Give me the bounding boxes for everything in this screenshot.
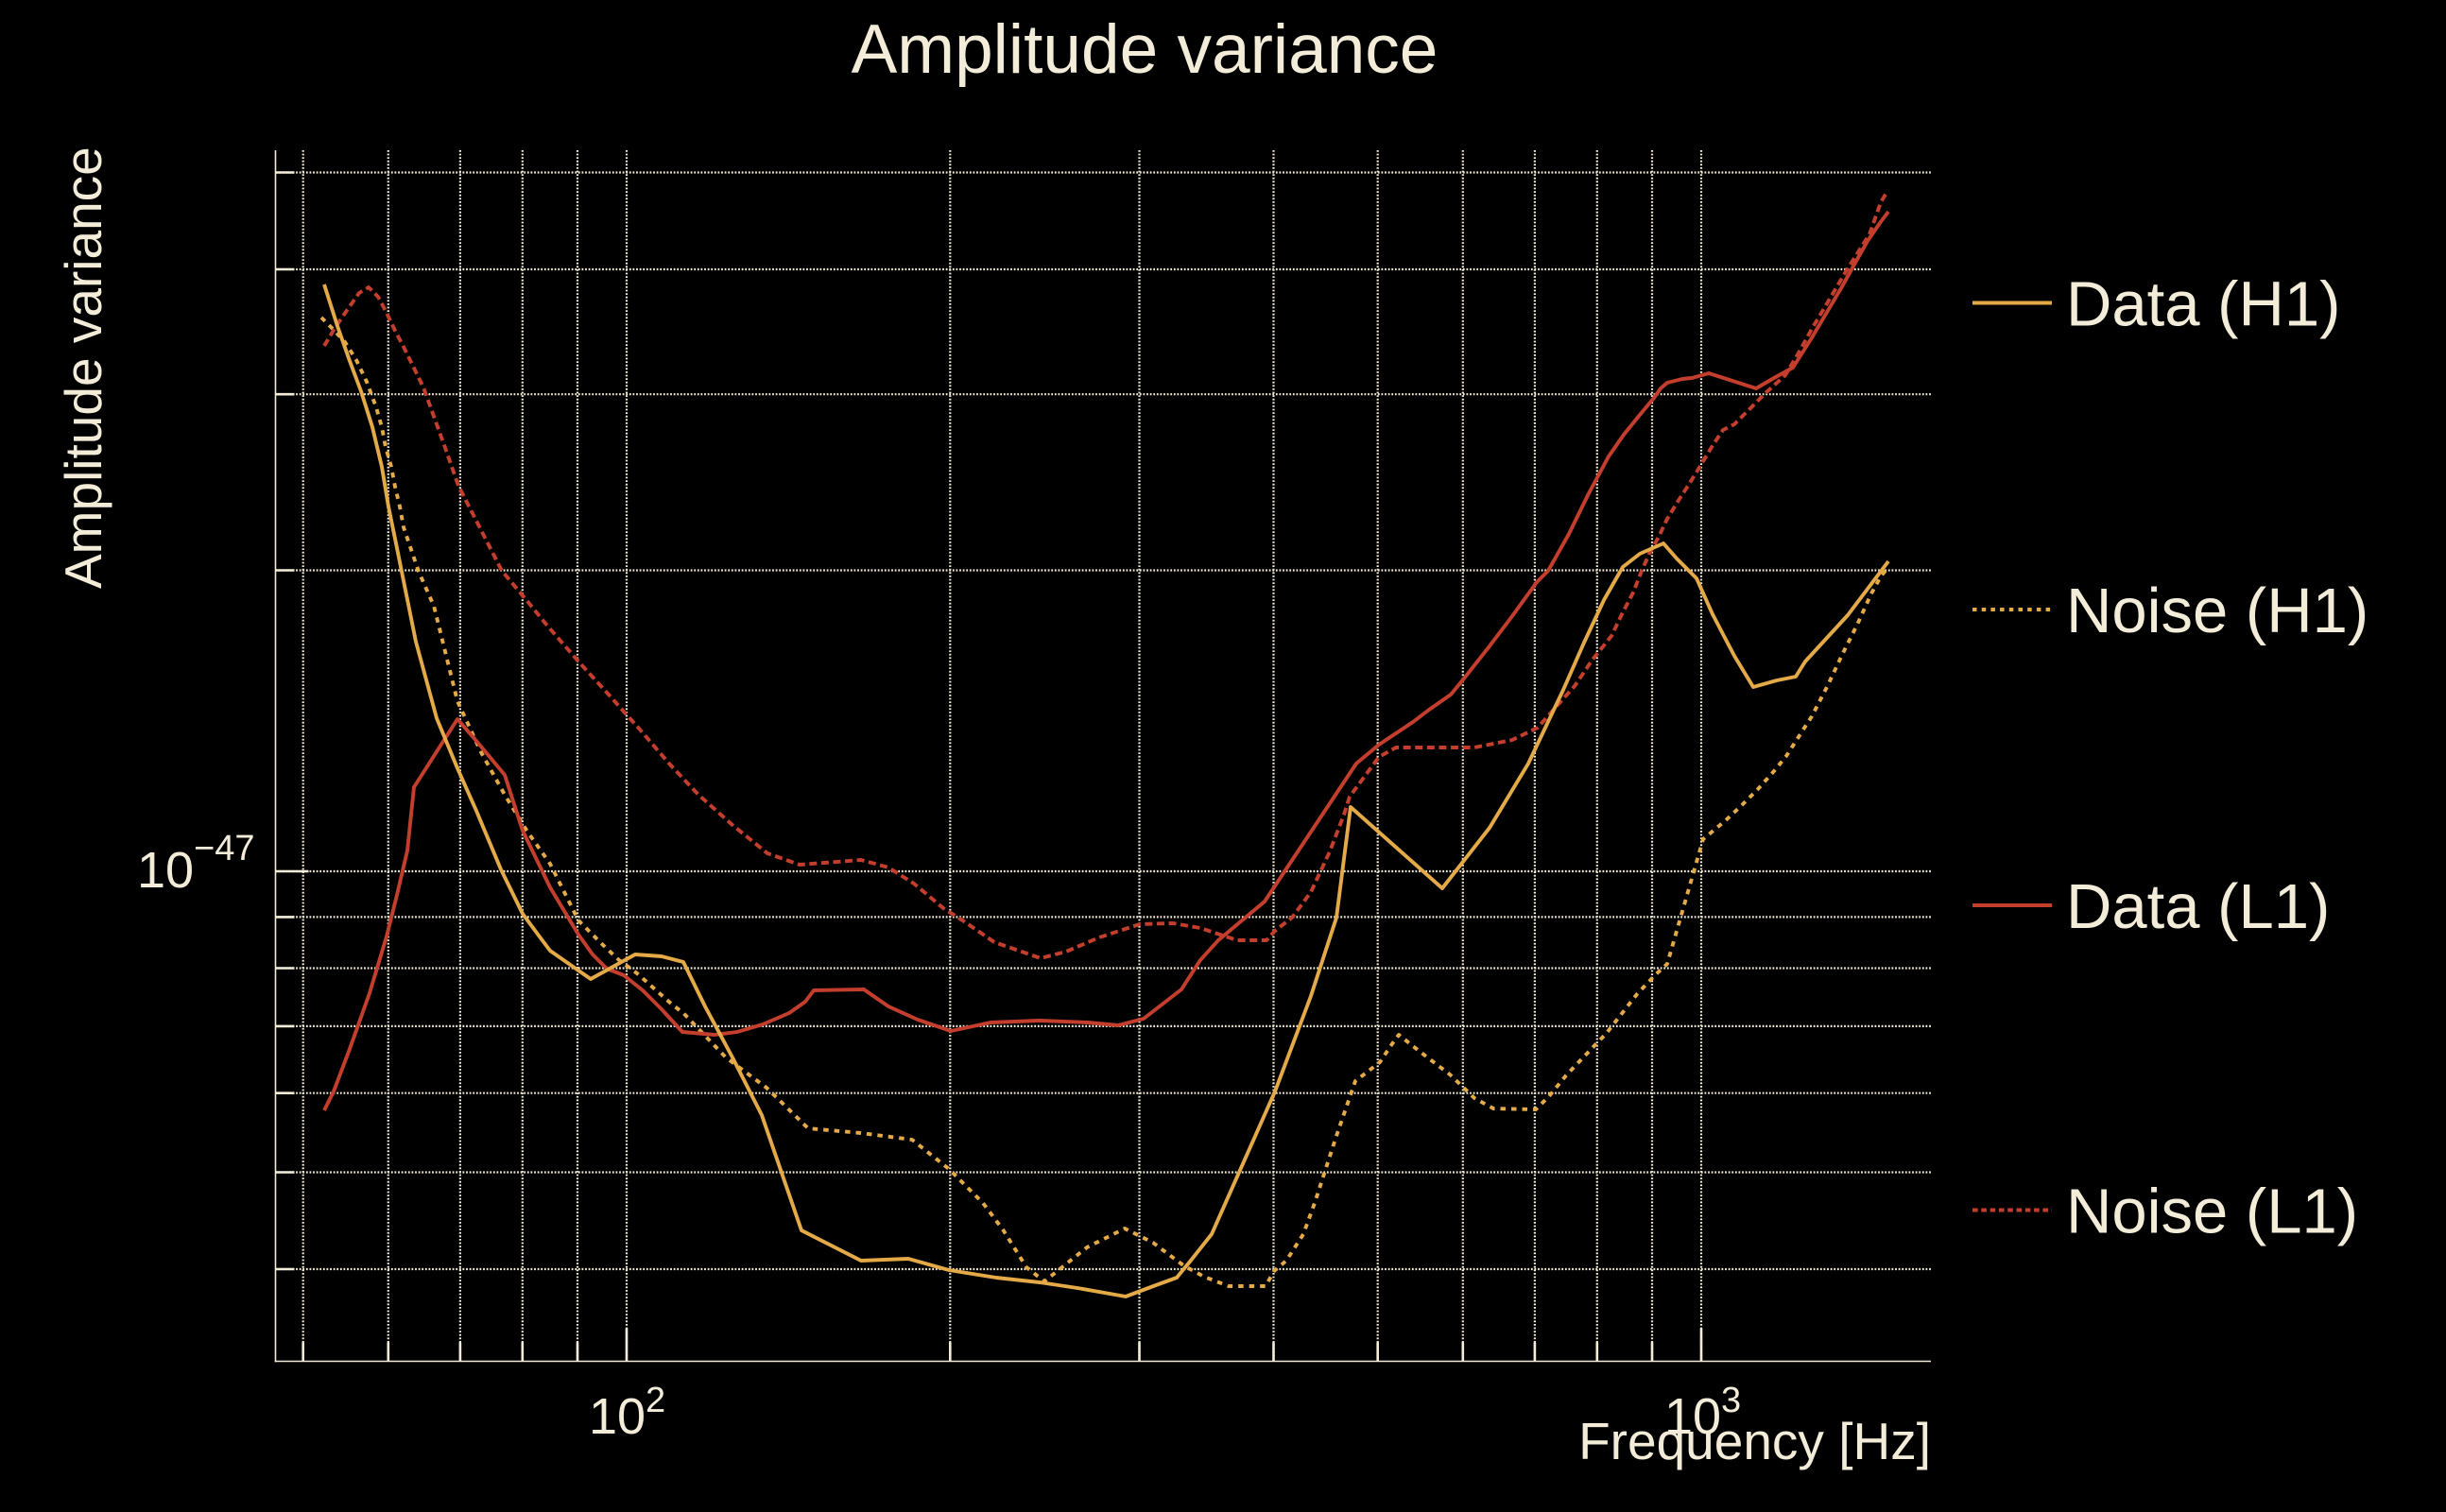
- svg-text:Noise (H1): Noise (H1): [2066, 576, 2368, 646]
- svg-text:Noise (L1): Noise (L1): [2066, 1177, 2358, 1247]
- svg-text:10: 10: [1664, 1388, 1721, 1445]
- svg-text:3: 3: [1721, 1381, 1741, 1420]
- svg-text:Amplitude variance: Amplitude variance: [54, 146, 112, 589]
- svg-text:Data (H1): Data (H1): [2066, 269, 2340, 340]
- svg-text:Amplitude variance: Amplitude variance: [852, 11, 1438, 88]
- svg-text:Data (L1): Data (L1): [2066, 871, 2330, 942]
- svg-text:10: 10: [137, 842, 194, 899]
- svg-text:Frequency [Hz]: Frequency [Hz]: [1578, 1412, 1931, 1470]
- svg-text:−47: −47: [194, 829, 254, 868]
- svg-text:2: 2: [646, 1381, 665, 1420]
- svg-text:10: 10: [589, 1388, 646, 1445]
